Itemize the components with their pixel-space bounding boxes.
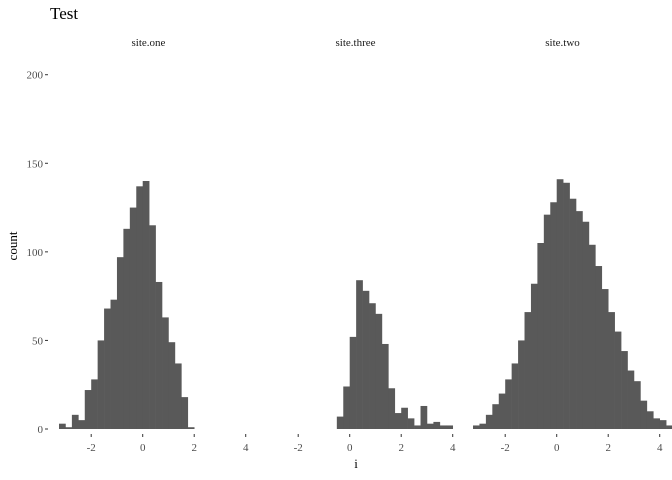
histogram-bar <box>375 313 383 429</box>
histogram-bar <box>666 425 672 429</box>
facet-strip-label: site.two <box>545 37 580 49</box>
histogram-bar <box>414 425 421 429</box>
histogram-bar <box>446 425 454 429</box>
histogram-bar <box>136 186 144 429</box>
histogram-bar <box>659 420 667 429</box>
histogram-bar <box>401 407 408 429</box>
x-tick-label: 0 <box>554 442 560 454</box>
y-tick-label: 0 <box>38 424 44 436</box>
facet-panels: site.one -2 0 2 4 site.three -2 0 2 4 site.two -2 0 2… <box>59 37 672 454</box>
histogram-bar <box>646 411 654 429</box>
histogram-bar <box>162 317 169 429</box>
histogram-bar <box>187 427 195 429</box>
x-tick-label: 2 <box>605 442 611 454</box>
histogram-bar <box>84 390 92 429</box>
histogram-bar <box>601 289 609 429</box>
x-tick-label: -2 <box>501 442 510 454</box>
histogram-bar <box>104 308 111 429</box>
histogram-bar <box>388 388 396 429</box>
histogram-bar <box>381 343 389 429</box>
histogram-bar <box>473 425 480 429</box>
histogram-bar <box>498 393 506 429</box>
histogram-bar <box>505 379 512 429</box>
histogram-bar <box>640 400 648 429</box>
facet-strip-label: site.one <box>132 37 166 49</box>
y-axis-label: count <box>5 231 20 260</box>
histogram-bar <box>142 181 150 429</box>
histogram-bar <box>543 214 551 429</box>
histogram-bar <box>91 379 98 429</box>
histogram-bar <box>582 221 590 429</box>
histogram-bar <box>168 342 176 429</box>
x-axis-label: i <box>354 456 358 471</box>
histogram-bar <box>479 423 487 429</box>
histogram-bar <box>569 198 577 429</box>
histogram-bar <box>181 397 189 429</box>
histogram-bar <box>349 336 357 429</box>
histogram-bar <box>439 425 447 429</box>
histogram-bar <box>149 225 156 429</box>
histogram-bar <box>155 281 163 429</box>
x-tick-label: 0 <box>140 442 146 454</box>
histogram-bar <box>492 404 500 429</box>
histogram-bar <box>123 228 131 429</box>
y-tick-label: 50 <box>32 335 44 347</box>
y-tick-label: 200 <box>27 70 44 82</box>
histogram-bar <box>343 386 351 429</box>
histogram-bar <box>362 290 370 429</box>
chart-title: Test <box>50 4 78 23</box>
histogram-bar <box>369 303 376 429</box>
histogram-bar <box>576 211 583 429</box>
x-tick-label: 2 <box>191 442 197 454</box>
facet-panel-site-two: site.two -2 0 2 4 <box>473 37 672 454</box>
histogram-bar <box>518 340 525 429</box>
histogram-bar <box>524 312 532 429</box>
histogram-bar <box>621 351 628 429</box>
facet-panel-site-three: site.three -2 0 2 4 <box>294 37 456 454</box>
histogram-bar <box>633 381 641 429</box>
histogram-bar <box>420 405 428 429</box>
histogram-bar <box>550 202 558 429</box>
histogram-bar <box>563 182 570 429</box>
histogram-bar <box>627 370 635 429</box>
y-axis: 0 50 100 150 200 <box>27 70 48 436</box>
y-tick-label: 100 <box>27 247 44 259</box>
histogram-bar <box>530 283 538 429</box>
histogram-bar <box>426 423 434 429</box>
x-tick-label: 4 <box>657 442 663 454</box>
histogram-bar <box>336 416 344 429</box>
histogram-bar <box>588 244 596 429</box>
histogram-bar <box>407 418 415 429</box>
histogram-bar <box>433 421 441 429</box>
x-tick-label: 0 <box>347 442 353 454</box>
histogram-bar <box>511 363 519 429</box>
facet-panel-site-one: site.one -2 0 2 4 <box>59 37 249 454</box>
x-tick-label: 4 <box>243 442 249 454</box>
histogram-bar <box>78 420 86 429</box>
facet-strip-label: site.three <box>335 37 375 49</box>
histogram-bar <box>653 418 661 429</box>
histogram-bar <box>595 266 603 429</box>
x-tick-label: 2 <box>398 442 404 454</box>
histogram-bar <box>129 207 137 429</box>
histogram-bar <box>59 423 66 429</box>
histogram-bar <box>614 331 622 429</box>
histogram-bar <box>485 414 493 429</box>
histogram-bar <box>537 243 545 429</box>
histogram-bar <box>97 340 105 429</box>
y-tick-label: 150 <box>27 158 44 170</box>
x-tick-label: 4 <box>450 442 456 454</box>
x-tick-label: -2 <box>87 442 96 454</box>
histogram-bar <box>65 427 73 429</box>
histogram-bar <box>110 299 118 429</box>
histogram-bar <box>394 413 402 429</box>
x-tick-label: -2 <box>294 442 303 454</box>
histogram-bar <box>174 363 182 429</box>
histogram-bar <box>556 179 564 429</box>
histogram-bar <box>356 280 363 429</box>
histogram-bar <box>71 414 79 429</box>
histogram-bar <box>608 312 615 429</box>
histogram-bar <box>116 257 124 429</box>
